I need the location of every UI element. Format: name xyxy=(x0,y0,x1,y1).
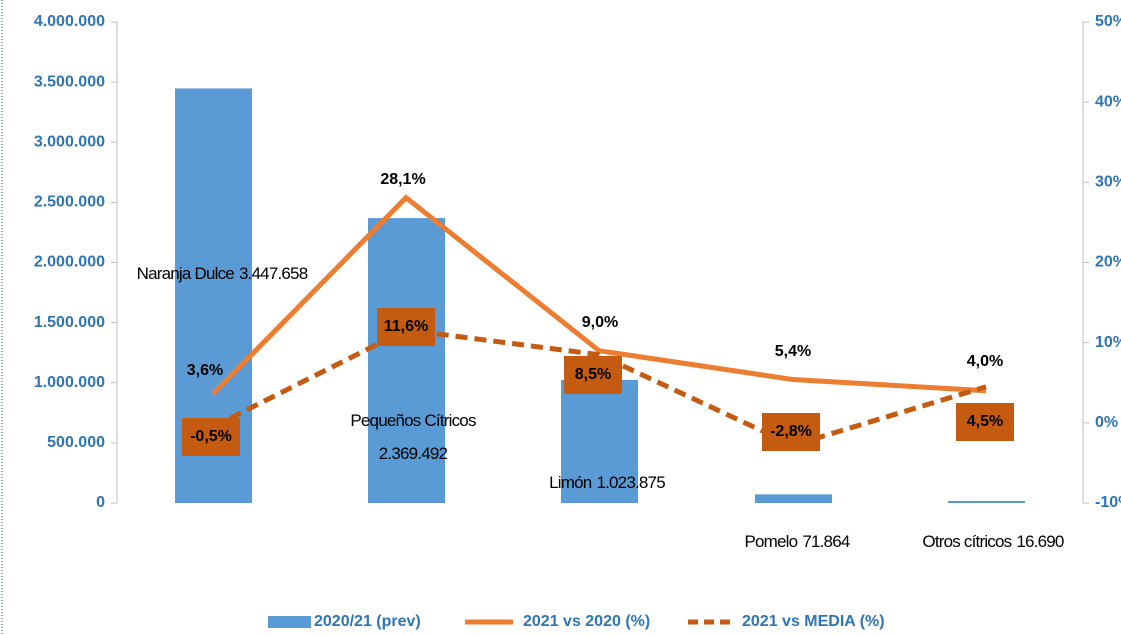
bar-value-label: 2.369.492 xyxy=(379,444,448,463)
bar-value-label: 16.690 xyxy=(1016,532,1064,551)
line-value-label: 11,6% xyxy=(384,318,428,335)
y-tick-label: 0 xyxy=(96,494,105,511)
bar xyxy=(368,218,445,503)
category-name: Pequeños Cítricos xyxy=(350,411,476,430)
y-tick-label: 4.000.000 xyxy=(34,13,105,30)
y2-tick-label: -10% xyxy=(1095,494,1121,511)
category-name: Otros cítricos xyxy=(922,532,1011,551)
line-value-label: 28,1% xyxy=(380,171,425,188)
label-box xyxy=(182,418,240,456)
line-value-label: -2,8% xyxy=(770,423,812,440)
y-tick-label: 500.000 xyxy=(47,434,105,451)
y2-tick-label: 50% xyxy=(1095,13,1121,30)
line-value-label: 4,0% xyxy=(967,353,1003,370)
category-label: Naranja Dulce 3.447.658 xyxy=(137,264,308,283)
y2-tick-label: 0% xyxy=(1095,414,1118,431)
y2-tick-label: 10% xyxy=(1095,334,1121,351)
bar xyxy=(755,494,832,503)
y-tick-label: 2.500.000 xyxy=(34,194,105,211)
bar xyxy=(561,379,638,503)
y2-tick-label: 40% xyxy=(1095,93,1121,110)
label-box xyxy=(377,308,435,346)
category-label: Otros cítricos 16.690 xyxy=(922,532,1063,551)
label-box xyxy=(564,356,622,394)
bar-value-label: 71.864 xyxy=(802,532,850,551)
y-tick-label: 3.500.000 xyxy=(34,73,105,90)
line-value-label: 9,0% xyxy=(582,314,618,331)
y-tick-label: 2.000.000 xyxy=(34,254,105,271)
y2-tick-label: 20% xyxy=(1095,254,1121,271)
category-label: Pomelo 71.864 xyxy=(744,532,849,551)
line-value-label: 4,5% xyxy=(967,413,1003,430)
category-name: Pomelo xyxy=(744,532,797,551)
line-value-label: 8,5% xyxy=(575,366,611,383)
line-series xyxy=(211,327,987,448)
y-tick-label: 1.500.000 xyxy=(34,314,105,331)
category-label: Pequeños Cítricos 2.369.492 xyxy=(350,411,476,463)
line-value-label: 3,6% xyxy=(187,362,223,379)
legend-label: 2021 vs MEDIA (%) xyxy=(742,613,885,630)
line-series xyxy=(211,194,987,396)
bar xyxy=(948,500,1025,503)
line-value-label: 5,4% xyxy=(775,343,811,360)
bar-value-label: 1.023.875 xyxy=(596,473,665,492)
legend-label: 2020/21 (prev) xyxy=(314,613,421,630)
category-name: Naranja Dulce xyxy=(137,264,235,283)
y-tick-label: 1.000.000 xyxy=(34,374,105,391)
label-box xyxy=(762,413,820,451)
line-value-label: -0,5% xyxy=(190,428,232,445)
category-label: Limón 1.023.875 xyxy=(549,473,665,492)
label-box xyxy=(956,403,1014,441)
legend-swatch xyxy=(268,616,311,628)
bar-value-label: 3.447.658 xyxy=(239,264,308,283)
category-name: Limón xyxy=(549,473,592,492)
y-tick-label: 3.000.000 xyxy=(34,133,105,150)
y2-tick-label: 30% xyxy=(1095,174,1121,191)
legend-label: 2021 vs 2020 (%) xyxy=(523,613,650,630)
